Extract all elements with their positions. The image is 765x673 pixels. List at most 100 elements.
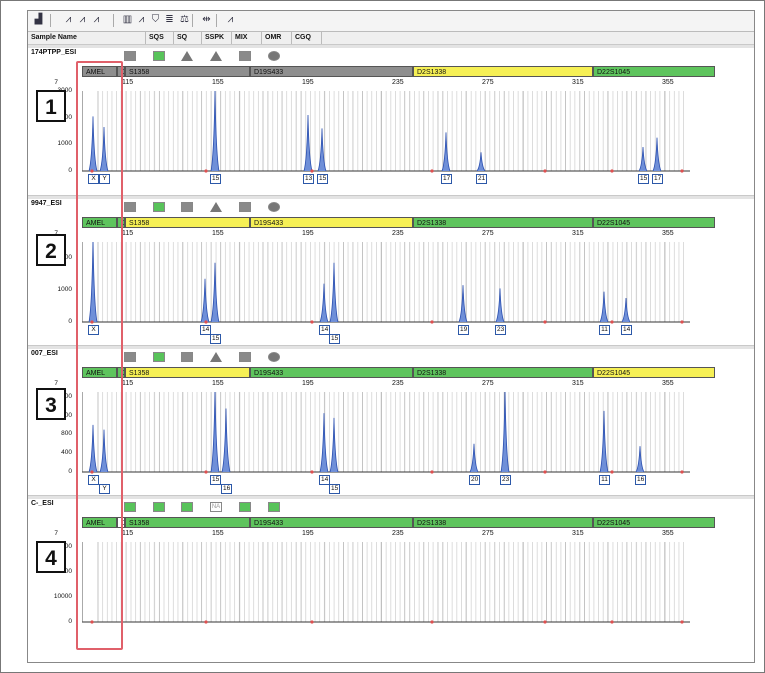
allele-call-label[interactable]: 15 [317,174,329,184]
allele-call-label[interactable]: 19 [458,325,470,335]
chart-icon[interactable]: ▟ [34,14,43,25]
allele-peak[interactable] [469,443,479,473]
quality-flag-sspk[interactable] [181,51,193,61]
allele-call-label[interactable]: 15 [210,475,222,485]
sample-name[interactable]: C-_ESI [31,500,54,507]
allele-peak[interactable] [599,410,609,473]
locus-bar-s1358[interactable]: S1358 [125,217,250,228]
locus-bar-d22s1045[interactable]: D22S1045 [593,66,715,77]
allele-call-label[interactable]: 11 [599,325,610,335]
allele-call-label[interactable]: 17 [441,174,453,184]
column-header-sq[interactable]: SQ [174,32,202,44]
filter-icon[interactable]: ⛉ [151,14,160,25]
quality-flag-cgq[interactable] [268,352,280,362]
column-header-mix[interactable]: MIX [232,32,262,44]
electropherogram-plot[interactable] [82,91,746,173]
allele-call-label[interactable]: X [88,325,99,335]
quality-flag-sqs[interactable] [124,202,136,212]
allele-peak[interactable] [458,285,468,323]
allele-call-label[interactable]: X [88,475,99,485]
locus-bar-amel[interactable]: AMEL [82,367,117,378]
column-header-omr[interactable]: OMR [262,32,292,44]
allele-call-label[interactable]: 23 [495,325,507,335]
allele-peak[interactable] [319,413,329,473]
column-header-cgq[interactable]: CGQ [292,32,322,44]
locus-bar-d19s433[interactable]: D19S433 [250,517,413,528]
quality-flag-sqs[interactable] [124,502,136,512]
quality-flag-sq[interactable] [153,202,165,212]
peaks-icon[interactable]: ⩘ [79,14,86,25]
allele-peak[interactable] [88,242,98,323]
column-header-sample-name[interactable]: Sample Name [28,32,146,44]
allele-peak[interactable] [652,137,662,172]
quality-flag-omr[interactable] [239,202,251,212]
allele-call-label[interactable]: 15 [210,334,222,344]
allele-peak[interactable] [210,91,220,172]
allele-peak[interactable] [441,132,451,172]
locus-bar-d22s1045[interactable]: D22S1045 [593,517,715,528]
quality-flag-sqs[interactable] [124,51,136,61]
quality-flag-cgq[interactable] [268,202,280,212]
allele-call-label[interactable]: 14 [200,325,212,335]
sample-name[interactable]: 007_ESI [31,350,58,357]
allele-peak[interactable] [476,152,486,172]
locus-bar-amel[interactable]: AMEL [82,517,117,528]
quality-flag-sqs[interactable] [124,352,136,362]
sample-name[interactable]: 9947_ESI [31,200,62,207]
locus-bar-d22s1045[interactable]: D22S1045 [593,367,715,378]
quality-flag-sq[interactable] [153,352,165,362]
column-header-sqs[interactable]: SQS [146,32,174,44]
allele-peak[interactable] [599,291,609,323]
quality-flag-sq[interactable] [153,51,165,61]
sample-name[interactable]: 174PTPP_ESI [31,49,77,56]
allele-peak[interactable] [635,446,645,473]
quality-flag-mix[interactable]: NA [210,502,222,512]
allele-call-label[interactable]: 14 [621,325,633,335]
quality-flag-mix[interactable] [210,352,222,362]
stack-icon[interactable]: ≣ [165,14,174,25]
allele-call-label[interactable]: 16 [221,484,233,494]
allele-peak[interactable] [200,278,210,323]
allele-call-label[interactable]: 11 [599,475,610,485]
allele-call-label[interactable]: X [88,174,99,184]
allele-peak[interactable] [99,126,109,172]
allele-call-label[interactable]: 15 [210,174,222,184]
allele-call-label[interactable]: 15 [638,174,650,184]
electropherogram-plot[interactable] [82,242,746,324]
locus-bar-amel[interactable]: AMEL [82,66,117,77]
allele-call-label[interactable]: 15 [329,484,341,494]
balance-icon[interactable]: ⚖ [180,14,189,25]
allele-call-label[interactable]: Y [99,174,110,184]
electropherogram-plot[interactable] [82,392,746,474]
allele-peak[interactable] [319,283,329,323]
quality-flag-omr[interactable] [239,51,251,61]
locus-bar-d19s433[interactable]: D19S433 [250,66,413,77]
locus-bar-d19s433[interactable]: D19S433 [250,367,413,378]
allele-call-label[interactable]: 20 [469,475,481,485]
locus-bar-s1358[interactable]: S1358 [125,517,250,528]
locus-bar-d22s1045[interactable]: D22S1045 [593,217,715,228]
allele-peak[interactable] [303,114,313,172]
allele-peak[interactable] [88,424,98,473]
allele-peak[interactable] [638,146,648,172]
locus-bar-amel[interactable]: AMEL [82,217,117,228]
peaks-icon[interactable]: ⩘ [227,14,234,25]
quality-flag-sspk[interactable] [181,352,193,362]
allele-call-label[interactable]: 21 [476,174,488,184]
allele-peak[interactable] [210,392,220,473]
allele-peak[interactable] [317,128,327,172]
locus-bar-d2s1338[interactable]: D2S1338 [413,367,593,378]
scale-icon[interactable]: ⇹ [202,14,211,25]
allele-call-label[interactable]: Y [99,484,110,494]
allele-peak[interactable] [495,288,505,323]
column-header-sspk[interactable]: SSPK [202,32,232,44]
grid-icon[interactable]: ▥ [122,14,133,25]
allele-peak[interactable] [99,429,109,473]
allele-call-label[interactable]: 14 [319,325,331,335]
quality-flag-mix[interactable] [210,51,222,61]
quality-flag-omr[interactable] [239,502,251,512]
locus-bar-s1358[interactable]: S1358 [125,367,250,378]
locus-bar-d2s1338[interactable]: D2S1338 [413,217,593,228]
quality-flag-sq[interactable] [153,502,165,512]
allele-call-label[interactable]: 15 [329,334,341,344]
